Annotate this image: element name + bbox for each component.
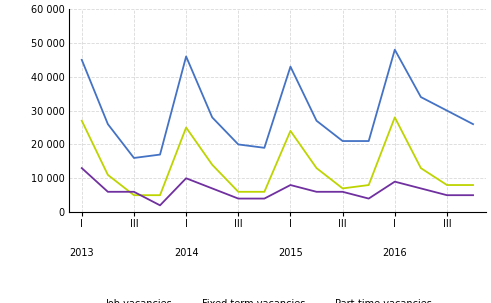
Fixed term vacancies: [340, 187, 346, 190]
Job vacancies: [105, 122, 111, 126]
Job vacancies: [392, 48, 398, 52]
Job vacancies: [79, 58, 85, 62]
Fixed term vacancies: [314, 166, 320, 170]
Part-time vacancies: [392, 180, 398, 183]
Part-time vacancies: [418, 187, 424, 190]
Job vacancies: [261, 146, 267, 150]
Line: Fixed term vacancies: Fixed term vacancies: [82, 117, 473, 195]
Part-time vacancies: [79, 166, 85, 170]
Fixed term vacancies: [470, 183, 476, 187]
Part-time vacancies: [183, 176, 189, 180]
Fixed term vacancies: [366, 183, 372, 187]
Part-time vacancies: [105, 190, 111, 194]
Part-time vacancies: [444, 193, 450, 197]
Job vacancies: [366, 139, 372, 143]
Line: Job vacancies: Job vacancies: [82, 50, 473, 158]
Fixed term vacancies: [105, 173, 111, 177]
Text: 2016: 2016: [382, 248, 407, 258]
Part-time vacancies: [314, 190, 320, 194]
Fixed term vacancies: [444, 183, 450, 187]
Legend: Job vacancies, Fixed term vacancies, Part-time vacancies: Job vacancies, Fixed term vacancies, Par…: [77, 295, 436, 303]
Text: 2015: 2015: [278, 248, 303, 258]
Job vacancies: [418, 95, 424, 99]
Job vacancies: [444, 109, 450, 112]
Job vacancies: [131, 156, 137, 160]
Fixed term vacancies: [157, 193, 163, 197]
Part-time vacancies: [470, 193, 476, 197]
Job vacancies: [470, 122, 476, 126]
Job vacancies: [209, 115, 215, 119]
Part-time vacancies: [340, 190, 346, 194]
Part-time vacancies: [209, 187, 215, 190]
Part-time vacancies: [235, 197, 241, 200]
Job vacancies: [157, 153, 163, 156]
Part-time vacancies: [366, 197, 372, 200]
Fixed term vacancies: [261, 190, 267, 194]
Line: Part-time vacancies: Part-time vacancies: [82, 168, 473, 205]
Part-time vacancies: [288, 183, 294, 187]
Fixed term vacancies: [288, 129, 294, 133]
Part-time vacancies: [261, 197, 267, 200]
Job vacancies: [340, 139, 346, 143]
Fixed term vacancies: [418, 166, 424, 170]
Part-time vacancies: [157, 204, 163, 207]
Fixed term vacancies: [209, 163, 215, 167]
Job vacancies: [314, 119, 320, 122]
Job vacancies: [235, 143, 241, 146]
Fixed term vacancies: [235, 190, 241, 194]
Fixed term vacancies: [392, 115, 398, 119]
Part-time vacancies: [131, 190, 137, 194]
Job vacancies: [288, 65, 294, 68]
Fixed term vacancies: [183, 126, 189, 129]
Job vacancies: [183, 55, 189, 58]
Text: 2014: 2014: [174, 248, 198, 258]
Fixed term vacancies: [131, 193, 137, 197]
Text: 2013: 2013: [69, 248, 94, 258]
Fixed term vacancies: [79, 119, 85, 122]
